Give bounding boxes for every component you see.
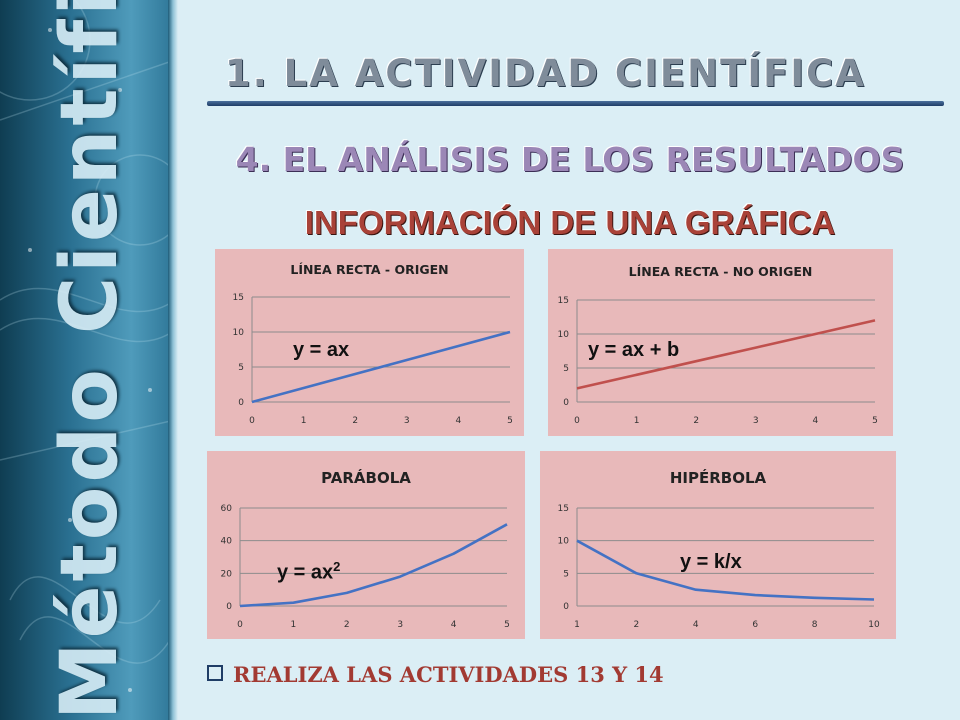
x-tick-label: 5: [504, 620, 510, 630]
y-tick-label: 0: [226, 602, 232, 612]
y-tick-label: 0: [563, 398, 569, 408]
y-tick-label: 5: [563, 569, 569, 579]
y-tick-label: 0: [238, 398, 244, 408]
y-tick-label: 10: [558, 537, 570, 547]
x-tick-label: 4: [456, 416, 462, 426]
y-tick-label: 15: [558, 296, 569, 306]
chart-title: HIPÉRBOLA: [670, 468, 767, 487]
x-tick-label: 0: [249, 416, 255, 426]
x-tick-label: 2: [344, 620, 350, 630]
x-tick-label: 5: [507, 416, 513, 426]
sidebar-banner: Método Científico: [0, 0, 175, 720]
x-tick-label: 4: [813, 416, 819, 426]
slide-title: 1. LA ACTIVIDAD CIENTÍFICA: [225, 52, 866, 95]
x-tick-label: 1: [574, 620, 580, 630]
series-line: [576, 539, 875, 601]
x-tick-label: 3: [753, 416, 759, 426]
checkbox-bullet-icon: [207, 665, 223, 681]
section-heading: 4. EL ANÁLISIS DE LOS RESULTADOS: [235, 140, 905, 179]
x-tick-label: 3: [404, 416, 410, 426]
y-tick-label: 15: [558, 504, 569, 514]
y-tick-label: 10: [233, 328, 245, 338]
x-tick-label: 10: [868, 620, 880, 630]
y-tick-label: 20: [221, 569, 233, 579]
chart-title: LÍNEA RECTA - NO ORIGEN: [629, 264, 813, 279]
chart-title: LÍNEA RECTA - ORIGEN: [290, 262, 448, 277]
chart-panel-hiperbola: HIPÉRBOLA 0 5 10 15 1 2 4 6 8 10 y = k/x: [540, 451, 896, 639]
chart-svg: LÍNEA RECTA - ORIGEN 0 5 10 15 0 1 2 3 4 5: [233, 262, 513, 426]
chart-panel-parabola: PARÁBOLA 0 20 40 60 0 1 2 3 4 5 y = ax2: [207, 451, 525, 639]
series-line: [239, 523, 508, 608]
x-tick-label: 8: [812, 620, 818, 630]
chart-svg: LÍNEA RECTA - NO ORIGEN 0 5 10 15 0 1 2 3 4 5: [558, 264, 878, 426]
equation-text: y = ax + b: [588, 339, 680, 361]
equation-text: y = k/x: [680, 551, 742, 573]
activities-note: REALIZA LAS ACTIVIDADES 13 Y 14: [207, 662, 664, 687]
subsection-heading: INFORMACIÓN DE UNA GRÁFICA: [304, 204, 836, 241]
y-tick-label: 60: [221, 504, 233, 514]
x-tick-label: 0: [237, 620, 243, 630]
chart-svg: PARÁBOLA 0 20 40 60 0 1 2 3 4 5: [221, 468, 510, 630]
x-tick-label: 1: [301, 416, 307, 426]
sidebar-decoration: [0, 0, 175, 692]
x-tick-label: 1: [291, 620, 297, 630]
x-tick-label: 5: [872, 416, 878, 426]
series-line: [576, 319, 876, 390]
title-underline: [207, 101, 944, 106]
x-tick-label: 2: [634, 620, 640, 630]
equation-text: y = ax: [277, 561, 334, 584]
x-tick-label: 1: [634, 416, 640, 426]
chart-panel-linea-origen: LÍNEA RECTA - ORIGEN 0 5 10 15 0 1 2 3 4 5 y = ax: [215, 249, 524, 436]
chart-svg: HIPÉRBOLA 0 5 10 15 1 2 4 6 8 10: [558, 468, 880, 630]
y-tick-label: 0: [563, 602, 569, 612]
equation-exponent: 2: [333, 559, 341, 574]
x-tick-label: 2: [352, 416, 358, 426]
activities-note-text: REALIZA LAS ACTIVIDADES 13 Y 14: [233, 662, 664, 687]
equation-label: y = ax2: [277, 559, 340, 585]
x-tick-label: 0: [574, 416, 580, 426]
y-tick-label: 40: [221, 537, 233, 547]
series-line: [251, 330, 511, 404]
equation-label: y = ax: [293, 339, 349, 362]
x-tick-label: 6: [752, 620, 758, 630]
y-tick-label: 5: [563, 364, 569, 374]
chart-title: PARÁBOLA: [321, 468, 411, 487]
y-tick-label: 5: [238, 363, 244, 373]
equation-label: y = k/x: [680, 551, 742, 574]
x-tick-label: 3: [397, 620, 403, 630]
y-tick-label: 10: [558, 330, 570, 340]
equation-text: y = ax: [293, 339, 350, 361]
x-tick-label: 4: [693, 620, 699, 630]
chart-panel-linea-no-origen: LÍNEA RECTA - NO ORIGEN 0 5 10 15 0 1 2 3 4 5 y = a…: [548, 249, 893, 436]
sidebar-edge: [168, 0, 178, 720]
x-tick-label: 4: [451, 620, 457, 630]
y-tick-label: 15: [233, 293, 244, 303]
sidebar-vertical-title: Método Científico: [45, 0, 135, 720]
equation-label: y = ax + b: [588, 339, 679, 362]
x-tick-label: 2: [693, 416, 699, 426]
